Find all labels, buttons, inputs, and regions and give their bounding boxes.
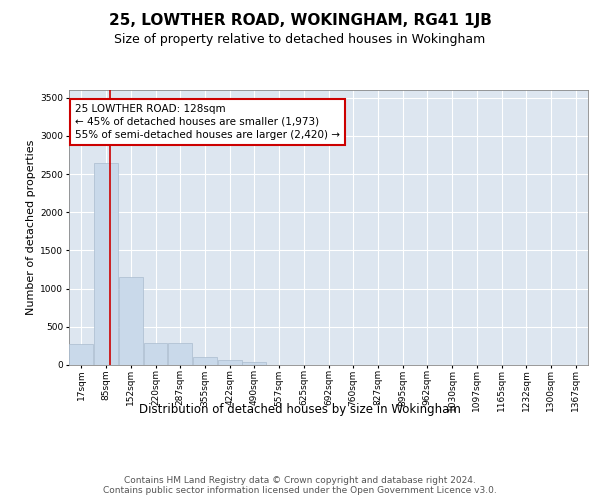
- Bar: [193, 358, 217, 365]
- Bar: [119, 277, 143, 365]
- Text: 25 LOWTHER ROAD: 128sqm
← 45% of detached houses are smaller (1,973)
55% of semi: 25 LOWTHER ROAD: 128sqm ← 45% of detache…: [75, 104, 340, 140]
- Y-axis label: Number of detached properties: Number of detached properties: [26, 140, 36, 315]
- Bar: [218, 360, 242, 365]
- Bar: [70, 344, 94, 365]
- Text: Contains HM Land Registry data © Crown copyright and database right 2024.
Contai: Contains HM Land Registry data © Crown c…: [103, 476, 497, 495]
- Bar: [94, 162, 118, 365]
- Bar: [242, 362, 266, 365]
- Text: Distribution of detached houses by size in Wokingham: Distribution of detached houses by size …: [139, 402, 461, 415]
- Bar: [168, 343, 192, 365]
- Bar: [143, 343, 167, 365]
- Text: 25, LOWTHER ROAD, WOKINGHAM, RG41 1JB: 25, LOWTHER ROAD, WOKINGHAM, RG41 1JB: [109, 12, 491, 28]
- Text: Size of property relative to detached houses in Wokingham: Size of property relative to detached ho…: [115, 32, 485, 46]
